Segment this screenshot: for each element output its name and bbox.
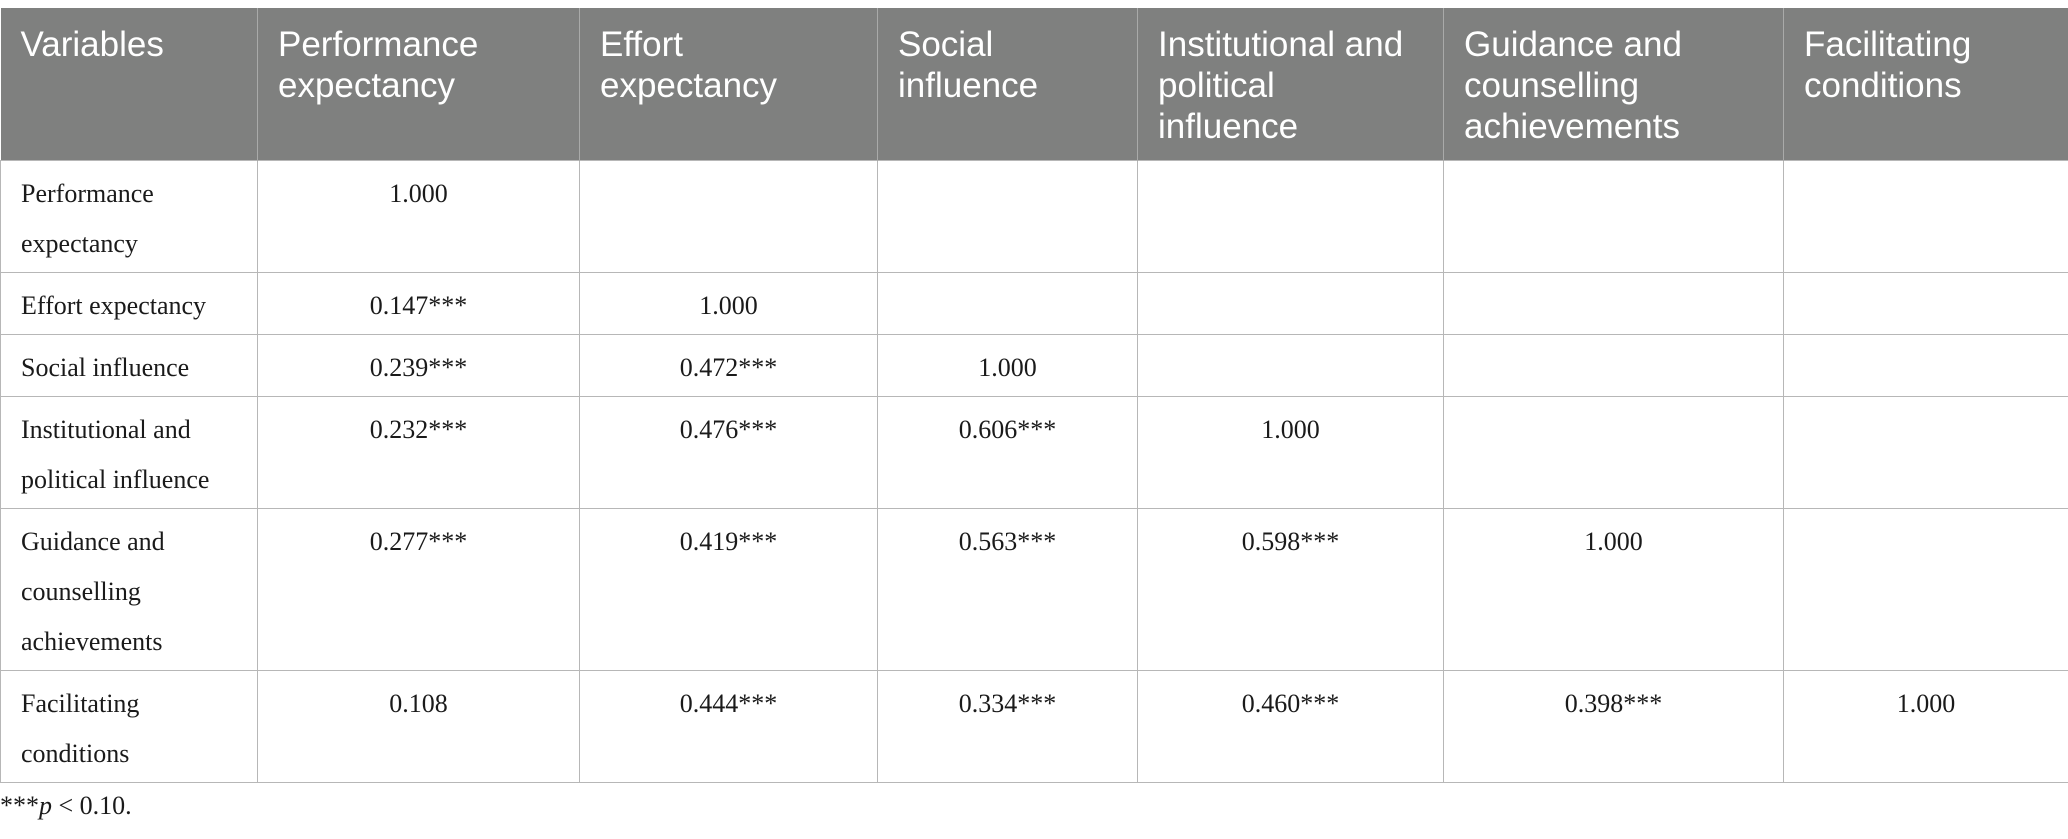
header-variables: Variables — [0, 8, 258, 161]
correlation-table-container: Variables Performance expectancy Effort … — [0, 8, 2068, 783]
footnote-p: p — [39, 791, 52, 820]
header-facilitating-conditions: Facilitating conditions — [1783, 8, 2068, 161]
header-row: Variables Performance expectancy Effort … — [0, 8, 2068, 161]
table-cell: 0.232*** — [257, 396, 580, 509]
header-social-influence: Social influence — [877, 8, 1138, 161]
row-label: Effort expectancy — [0, 272, 258, 335]
table-cell: 0.398*** — [1443, 670, 1784, 783]
table-row: Performance expectancy 1.000 — [0, 160, 2068, 273]
header-performance-expectancy: Performance expectancy — [257, 8, 580, 161]
table-cell — [1443, 396, 1784, 509]
table-cell — [1783, 508, 2068, 671]
table-cell — [1137, 334, 1444, 397]
row-label: Performance expectancy — [0, 160, 258, 273]
row-label: Institutional and political influence — [0, 396, 258, 509]
table-cell: 0.108 — [257, 670, 580, 783]
table-cell: 0.598*** — [1137, 508, 1444, 671]
table-cell: 1.000 — [1783, 670, 2068, 783]
row-label: Facilitating conditions — [0, 670, 258, 783]
table-row: Effort expectancy 0.147*** 1.000 — [0, 272, 2068, 335]
header-institutional-political-influence: Institutional and political influence — [1137, 8, 1444, 161]
table-footnote: ***p < 0.10. — [0, 791, 132, 821]
footnote-text: < 0.10. — [52, 791, 132, 820]
table-cell: 1.000 — [877, 334, 1138, 397]
table-cell: 0.334*** — [877, 670, 1138, 783]
table-cell — [1137, 160, 1444, 273]
table-cell: 1.000 — [1443, 508, 1784, 671]
table-cell — [1443, 160, 1784, 273]
row-label: Social influence — [0, 334, 258, 397]
table-cell — [579, 160, 878, 273]
table-cell: 1.000 — [257, 160, 580, 273]
table-cell — [1783, 272, 2068, 335]
table-cell: 0.472*** — [579, 334, 878, 397]
table-cell — [1137, 272, 1444, 335]
table-cell: 0.147*** — [257, 272, 580, 335]
table-cell — [1443, 272, 1784, 335]
table-cell — [1783, 334, 2068, 397]
table-cell: 0.239*** — [257, 334, 580, 397]
header-effort-expectancy: Effort expectancy — [579, 8, 878, 161]
table-row: Facilitating conditions 0.108 0.444*** 0… — [0, 670, 2068, 783]
table-cell — [877, 272, 1138, 335]
table-cell — [877, 160, 1138, 273]
table-row: Institutional and political influence 0.… — [0, 396, 2068, 509]
table-cell — [1783, 160, 2068, 273]
table-cell: 0.444*** — [579, 670, 878, 783]
table-cell — [1783, 396, 2068, 509]
table-row: Social influence 0.239*** 0.472*** 1.000 — [0, 334, 2068, 397]
table-cell: 0.277*** — [257, 508, 580, 671]
table-cell: 0.606*** — [877, 396, 1138, 509]
footnote-stars: *** — [0, 791, 39, 820]
table-cell: 0.476*** — [579, 396, 878, 509]
row-label: Guidance and counselling achievements — [0, 508, 258, 671]
table-cell: 1.000 — [579, 272, 878, 335]
table-cell: 0.563*** — [877, 508, 1138, 671]
table-cell: 0.419*** — [579, 508, 878, 671]
table-cell: 1.000 — [1137, 396, 1444, 509]
correlation-table: Variables Performance expectancy Effort … — [0, 8, 2068, 783]
table-header: Variables Performance expectancy Effort … — [0, 8, 2068, 161]
table-body: Performance expectancy 1.000 Effort expe… — [0, 160, 2068, 783]
table-cell — [1443, 334, 1784, 397]
header-guidance-counselling: Guidance and counselling achievements — [1443, 8, 1784, 161]
table-row: Guidance and counselling achievements 0.… — [0, 508, 2068, 671]
table-cell: 0.460*** — [1137, 670, 1444, 783]
